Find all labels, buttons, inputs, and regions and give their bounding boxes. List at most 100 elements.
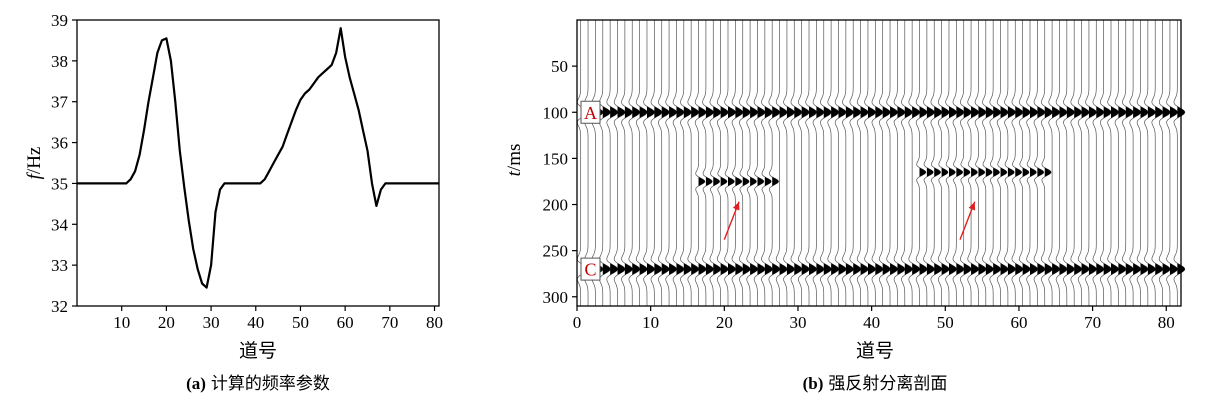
reflection-wavelet-fill — [705, 176, 713, 187]
seismic-trace — [842, 20, 854, 306]
reflection-wavelet-fill — [875, 106, 883, 119]
reflection-wavelet-fill — [1007, 167, 1015, 177]
reflection-wavelet-fill — [728, 176, 735, 187]
seismic-trace — [930, 20, 943, 306]
panel-a-ylabel-unit: /Hz — [24, 147, 45, 174]
reflection-wavelet-fill — [919, 106, 928, 119]
seismic-trace — [1011, 20, 1024, 306]
seismic-trace — [716, 20, 729, 306]
y-tick-label: 250 — [543, 242, 569, 261]
reflector-label-box — [580, 100, 601, 124]
seismic-trace — [1070, 20, 1083, 306]
seismic-trace — [871, 20, 884, 306]
reflection-wavelet-fill — [985, 263, 994, 276]
seismic-trace — [1136, 20, 1149, 306]
panel-b-caption-text: 强反射分离剖面 — [828, 374, 947, 394]
reflection-wavelet-fill — [610, 263, 618, 276]
seismic-trace — [613, 20, 626, 306]
reflection-wavelet-fill — [720, 176, 728, 187]
reflection-wavelet-fill — [971, 263, 979, 276]
panel-a-ylabel-var: f — [24, 171, 45, 179]
reflection-wavelet-fill — [764, 106, 773, 119]
seismic-trace — [1041, 20, 1053, 306]
reflection-wavelet-fill — [750, 176, 757, 187]
reflection-wavelet-fill — [735, 106, 743, 119]
seismic-trace — [878, 20, 891, 306]
x-tick-label: 40 — [863, 313, 880, 332]
reflection-wavelet-fill — [1037, 167, 1044, 177]
reflection-wavelet-fill — [661, 263, 670, 276]
reflection-wavelet-fill — [823, 263, 832, 276]
x-tick-label: 30 — [203, 313, 220, 332]
x-tick-label: 80 — [1158, 313, 1175, 332]
reflection-wavelet-fill — [1000, 263, 1009, 276]
seismic-trace — [915, 20, 928, 306]
seismic-trace — [753, 20, 766, 306]
reflection-wavelet-fill — [897, 263, 905, 276]
seismic-trace — [1018, 20, 1031, 306]
reflection-wavelet-fill — [1133, 263, 1141, 276]
reflection-wavelet-fill — [676, 106, 684, 119]
reflection-wavelet-fill — [683, 263, 692, 276]
reflection-wavelet-fill — [1147, 263, 1156, 276]
panel-a-ylabel: f/Hz — [24, 147, 45, 180]
seismic-trace — [694, 20, 707, 306]
reflection-wavelet-fill — [926, 167, 934, 177]
reflection-wavelet-fill — [1030, 167, 1037, 177]
panel-b-caption-letter: (b) — [803, 374, 824, 393]
seismic-trace — [1099, 20, 1112, 306]
seismic-trace — [893, 20, 906, 306]
seismic-trace — [797, 20, 810, 306]
panel-b-ticks: 0 10 20 30 40 50 60 70 80 50 100 150 200 250 300 — [543, 57, 1175, 332]
reflection-wavelet-fill — [1030, 106, 1038, 119]
x-tick-label: 20 — [716, 313, 733, 332]
reflection-wavelet-fill — [1022, 106, 1031, 119]
reflection-wavelet-fill — [786, 263, 795, 276]
reflection-wavelet-fill — [1022, 167, 1030, 177]
seismic-trace — [1122, 20, 1134, 306]
reflection-wavelet-fill — [860, 263, 869, 276]
reflection-wavelet-fill — [1169, 106, 1178, 119]
y-tick-label: 200 — [543, 196, 569, 215]
reflection-wavelet-fill — [617, 106, 626, 119]
reflection-wavelet-fill — [853, 263, 861, 276]
x-tick-label: 50 — [937, 313, 954, 332]
reflection-wavelet-fill — [691, 106, 699, 119]
reflection-wavelet-fill — [1015, 167, 1022, 177]
reflection-wavelet-fill — [1103, 263, 1112, 276]
x-tick-label: 10 — [113, 313, 130, 332]
reflection-wavelet-fill — [1037, 263, 1045, 276]
reflection-wavelet-fill — [1074, 263, 1082, 276]
reflection-wavelet-fill — [809, 106, 817, 119]
reflection-wavelet-fill — [963, 263, 972, 276]
panel-b-axes-frame — [576, 19, 1182, 307]
reflection-wavelet-fill — [1096, 106, 1104, 119]
seismic-trace — [834, 20, 847, 306]
x-tick-label: 40 — [247, 313, 264, 332]
reflection-wavelet-fill — [867, 263, 876, 276]
seismic-trace — [1085, 20, 1097, 306]
x-tick-label: 60 — [337, 313, 354, 332]
reflector-label-c: C — [584, 260, 596, 280]
reflection-wavelet-fill — [831, 263, 839, 276]
reflection-wavelet-fill — [1162, 106, 1171, 119]
reflection-wavelet-fill — [720, 106, 729, 119]
reflection-wavelet-fill — [816, 106, 824, 119]
reflection-wavelet-fill — [676, 263, 684, 276]
seismic-trace — [908, 20, 921, 306]
reflection-wavelet-fill — [860, 106, 869, 119]
reflection-wavelet-fill — [772, 176, 779, 187]
y-tick-label: 36 — [51, 134, 68, 153]
y-tick-label: 32 — [51, 297, 68, 316]
reflection-wavelet-fill — [845, 263, 854, 276]
reflection-wavelet-fill — [941, 167, 948, 177]
reflection-wavelet-fill — [602, 263, 611, 276]
seismic-trace — [1129, 20, 1141, 306]
reflection-wavelet-fill — [1000, 106, 1009, 119]
reflection-wavelet-fill — [1169, 263, 1178, 276]
reflection-wavelet-fill — [985, 106, 994, 119]
reflection-wavelet-fill — [934, 106, 942, 119]
seismic-trace — [901, 20, 913, 306]
seismic-trace — [672, 20, 685, 306]
